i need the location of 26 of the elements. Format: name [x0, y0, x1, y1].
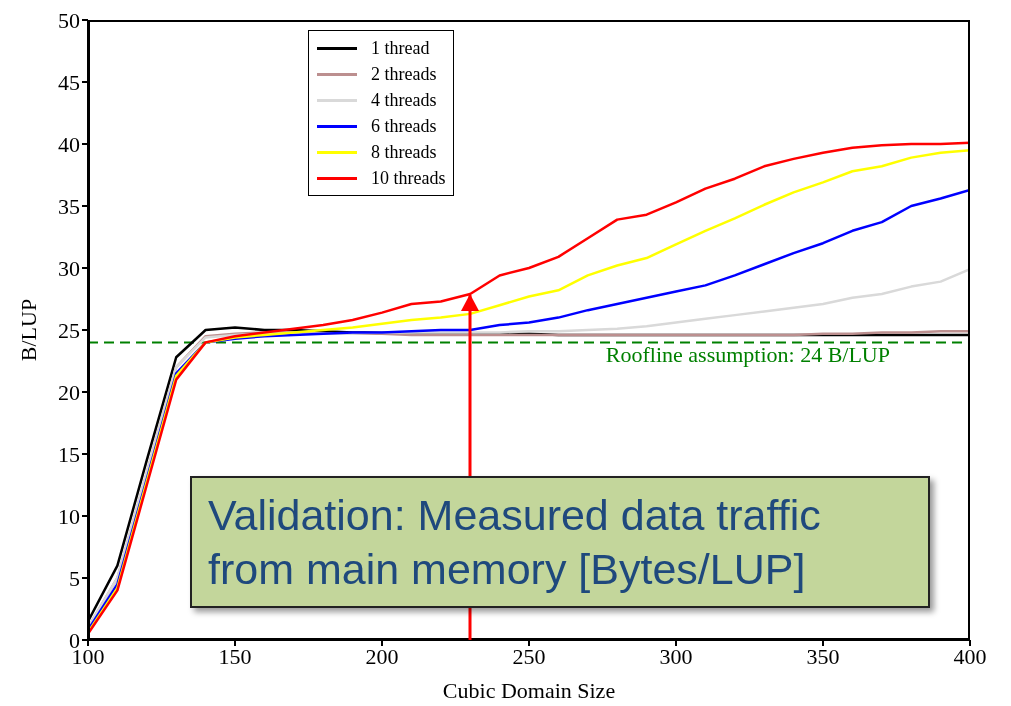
legend-label: 4 threads: [371, 89, 437, 111]
y-tick-label: 10: [58, 503, 80, 529]
x-tick-label: 200: [365, 643, 399, 669]
y-tick-label: 25: [58, 317, 80, 343]
x-axis-title: Cubic Domain Size: [442, 678, 616, 703]
y-tick-label: 15: [58, 441, 80, 467]
y-tick-label: 40: [58, 131, 80, 157]
x-tick-label: 150: [218, 643, 252, 669]
legend-label: 6 threads: [371, 115, 437, 137]
y-tick-label: 30: [58, 255, 80, 281]
x-tick-label: 400: [953, 643, 987, 669]
y-tick-label: 5: [69, 565, 80, 591]
legend-label: 8 threads: [371, 141, 437, 163]
y-tick-label: 50: [58, 7, 80, 33]
legend-label: 10 threads: [371, 167, 446, 189]
y-tick-label: 20: [58, 379, 80, 405]
ref-line-label: Roofline assumption: 24 B/LUP: [605, 342, 890, 368]
y-tick-label: 35: [58, 193, 80, 219]
y-axis-title: B/LUP: [15, 298, 41, 362]
y-tick-label: 45: [58, 69, 80, 95]
x-tick-label: 350: [806, 643, 840, 669]
x-tick-label: 250: [512, 643, 546, 669]
annotation: Validation: Measured data traffic from main memory [Bytes/LUP]: [208, 491, 821, 593]
legend-label: 1 thread: [371, 37, 430, 59]
x-tick-label: 300: [659, 643, 693, 669]
legend-label: 2 threads: [371, 63, 437, 85]
